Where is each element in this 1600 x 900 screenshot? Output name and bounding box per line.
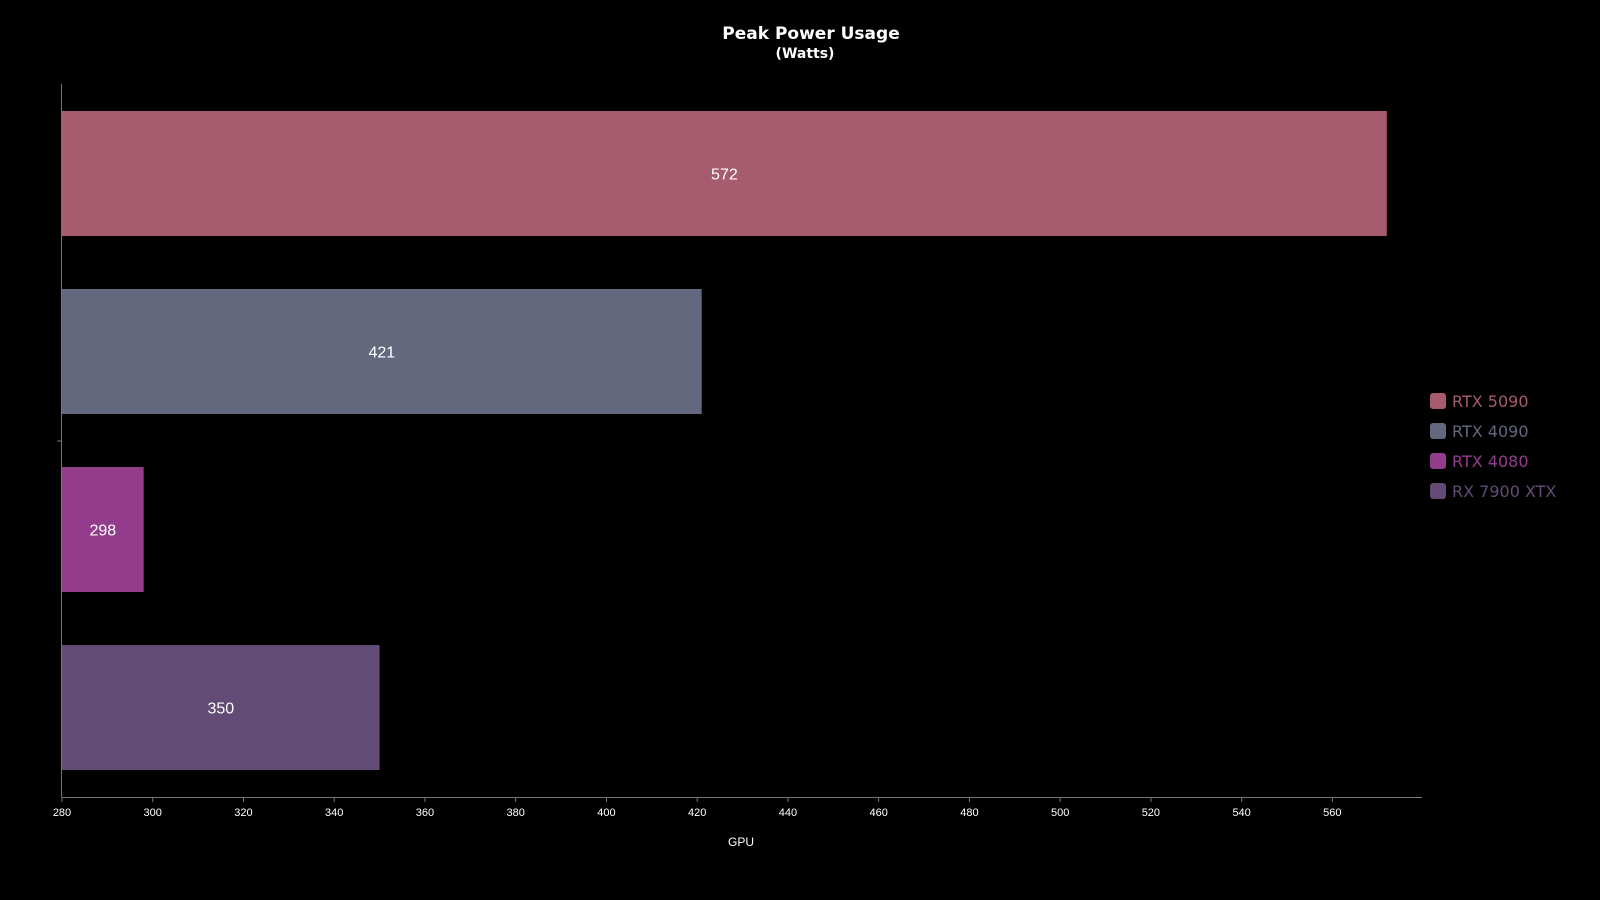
x-tick-label: 540 [1232, 807, 1250, 819]
legend-label: RTX 4090 [1452, 421, 1529, 441]
chart-title: Peak Power Usage [722, 24, 900, 44]
legend-item: RX 7900 XTX [1430, 476, 1556, 506]
legend-label: RTX 4080 [1452, 451, 1529, 471]
legend: RTX 5090 RTX 4090 RTX 4080 RX 7900 XTX [1430, 386, 1556, 506]
x-ticks-group: 280 300 320 340 360 380 400 420 440 460 480 500 520 5… [53, 797, 1342, 819]
x-tick-label: 320 [234, 807, 252, 819]
bar-rtx-5090 [62, 111, 1387, 236]
legend-label: RTX 5090 [1452, 391, 1529, 411]
x-tick-label: 360 [416, 807, 434, 819]
legend-item: RTX 4080 [1430, 446, 1556, 476]
x-tick-label: 480 [960, 807, 978, 819]
legend-swatch [1430, 453, 1446, 469]
bars-group: 572 421 298 350 [62, 111, 1387, 770]
legend-swatch [1430, 393, 1446, 409]
bar-rtx-4080 [62, 467, 144, 592]
data-label: 350 [207, 701, 234, 718]
bar-rx-7900-xtx [62, 645, 380, 770]
x-tick-label: 340 [325, 807, 343, 819]
data-label: 298 [89, 523, 116, 540]
legend-label: RX 7900 XTX [1452, 481, 1557, 501]
x-tick-label: 500 [1051, 807, 1069, 819]
x-tick-label: 560 [1323, 807, 1341, 819]
x-tick-label: 280 [53, 807, 71, 819]
x-tick-label: 400 [597, 807, 615, 819]
data-label: 421 [369, 345, 396, 362]
x-axis-label: GPU [728, 835, 754, 849]
chart-subtitle: (Watts) [775, 46, 835, 62]
x-tick-label: 520 [1142, 807, 1160, 819]
x-tick-label: 300 [144, 807, 162, 819]
axes-group [57, 84, 1422, 798]
data-label: 572 [711, 167, 738, 184]
x-tick-label: 380 [507, 807, 525, 819]
bar-rtx-4090 [62, 289, 702, 414]
legend-swatch [1430, 423, 1446, 439]
legend-item: RTX 4090 [1430, 416, 1556, 446]
x-tick-label: 460 [869, 807, 887, 819]
legend-item: RTX 5090 [1430, 386, 1556, 416]
x-tick-label: 420 [688, 807, 706, 819]
x-tick-label: 440 [779, 807, 797, 819]
legend-swatch [1430, 483, 1446, 499]
